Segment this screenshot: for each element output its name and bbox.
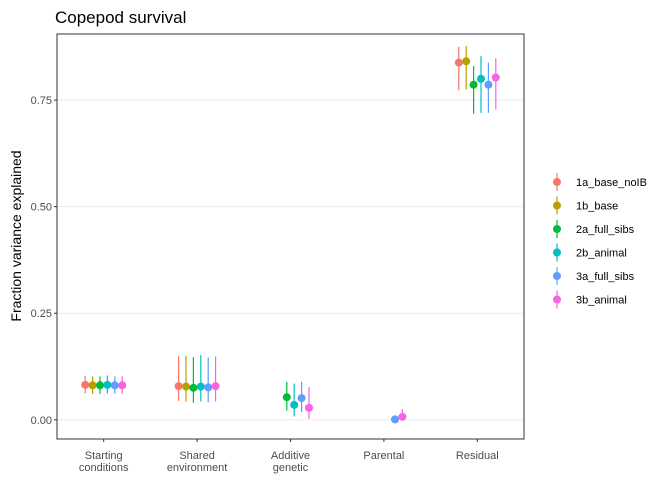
chart-title: Copepod survival [55,8,186,27]
x-tick-label: Starting [85,450,123,462]
legend-label: 3b_animal [576,295,627,307]
data-point [469,80,478,89]
y-tick-label: 0.00 [31,415,52,427]
legend-key-point [553,248,561,257]
data-point [182,382,190,391]
data-point [81,380,90,389]
series-1b_base [88,45,471,402]
x-tick-label: Shared [179,450,214,462]
x-tick-label: Additive [271,450,310,462]
y-tick-label: 0.50 [31,202,52,214]
y-axis-title: Fraction variance explained [8,150,24,321]
x-tick-label: conditions [79,462,129,474]
y-axis: 0.00 0.25 0.50 0.75 [31,95,57,427]
series-3a_full_sibs [110,62,493,424]
legend-key-point [553,272,561,280]
data-point [484,80,493,89]
y-tick-label: 0.75 [31,95,52,107]
data-point [103,380,112,389]
data-point [96,381,104,390]
data-point [196,382,205,391]
x-tick-label: Residual [456,450,499,462]
data-point [189,383,198,392]
data-marks [81,45,500,424]
series-2b_animal [103,56,485,417]
data-point [398,412,407,421]
legend-label: 1b_base [576,201,618,213]
data-point [305,403,313,412]
x-tick-label: environment [167,462,228,474]
data-point [491,73,500,82]
y-tick-label: 0.25 [31,308,52,320]
data-point [297,394,306,403]
legend-key-point [553,225,561,233]
data-point [211,382,220,391]
data-point [391,415,399,424]
legend-key-point [553,201,561,210]
data-point [118,381,127,390]
legend-label: 2a_full_sibs [576,224,635,236]
data-point [174,382,183,391]
legend: 1a_base_noIB 1b_base 2a_full_sibs 2b_animal… [553,173,647,309]
series-1a_base_noIB [81,46,463,402]
data-point [204,383,213,392]
gridlines [57,99,524,421]
data-point [477,74,485,83]
data-point [454,58,463,67]
legend-label: 3a_full_sibs [576,271,635,283]
series-2a_full_sibs [96,65,478,411]
legend-label: 1a_base_noIB [576,177,647,189]
legend-label: 2b_animal [576,248,627,260]
x-tick-label: Parental [363,450,404,462]
x-tick-label: genetic [273,462,309,474]
series-3b_animal [118,58,500,421]
data-point [110,381,119,390]
data-point [282,393,291,402]
data-point [462,57,471,66]
legend-key-point [553,178,561,186]
data-point [88,381,97,390]
data-point [290,400,299,409]
plot-panel [56,33,525,440]
legend-key-point [553,295,561,304]
